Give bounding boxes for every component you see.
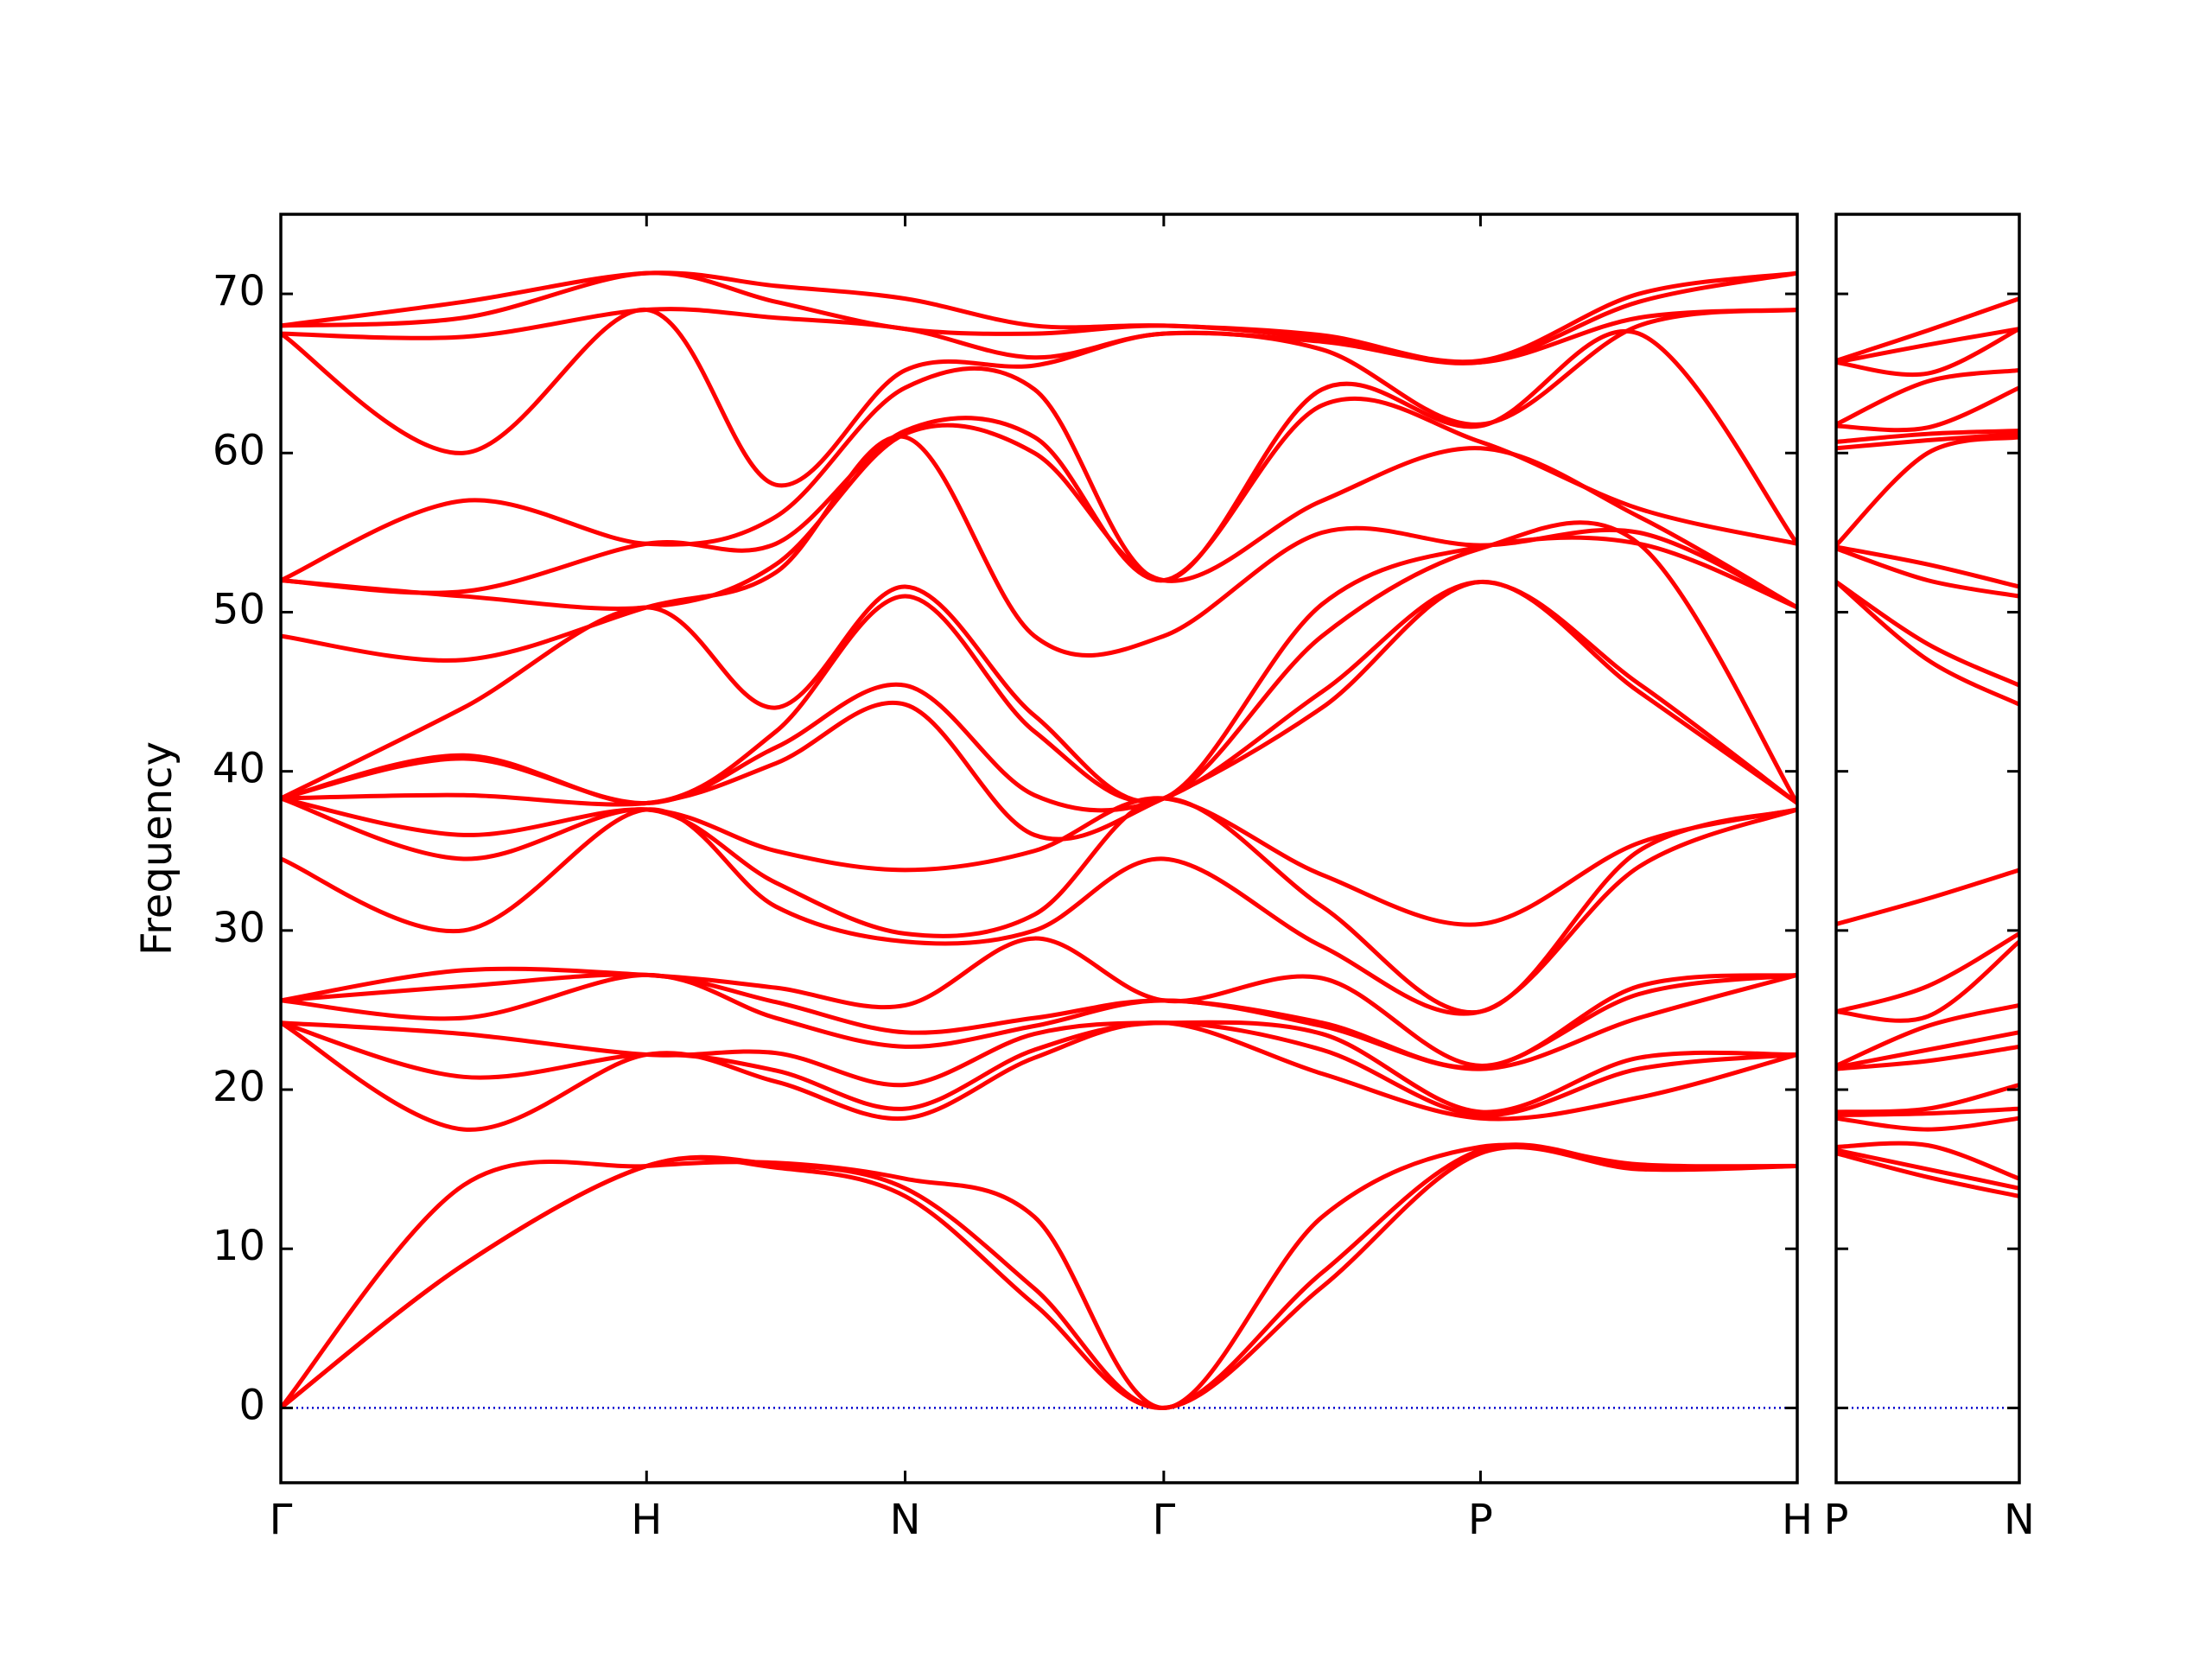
plot-area	[281, 270, 1797, 1410]
band-line	[281, 1142, 1797, 1410]
band-line	[1836, 580, 2019, 688]
band-line	[281, 520, 1797, 806]
x-tick-label: N	[2004, 1496, 2035, 1544]
band-line	[1836, 1002, 2019, 1068]
y-tick-label: 30	[213, 904, 265, 952]
band-line	[1836, 385, 2019, 433]
band-line	[1836, 868, 2019, 926]
band-line	[281, 307, 1797, 365]
x-tick-label: P	[1468, 1496, 1493, 1544]
band-line	[1836, 1030, 2019, 1070]
band-line	[1836, 327, 2019, 365]
band-line	[1836, 1151, 2019, 1198]
band-line	[281, 1142, 1797, 1410]
band-line	[281, 329, 1797, 583]
x-tick-label: Γ	[1152, 1496, 1175, 1544]
band-line	[1836, 1141, 2019, 1181]
y-tick-label: 70	[213, 267, 265, 315]
band-line	[281, 579, 1797, 842]
band-line	[281, 579, 1797, 813]
band-line	[281, 796, 1797, 927]
band-line	[281, 270, 1797, 365]
band-line	[1836, 327, 2019, 378]
axes-frame	[279, 213, 1799, 1484]
band-line	[1836, 544, 2019, 589]
band-line	[1836, 546, 2019, 599]
band-line	[1836, 1083, 2019, 1115]
band-line	[1836, 368, 2019, 427]
band-line	[281, 270, 1797, 365]
band-line	[281, 1020, 1797, 1118]
x-tick-label: N	[890, 1496, 921, 1544]
band-line	[281, 434, 1797, 663]
x-tick-label: H	[631, 1496, 662, 1544]
y-tick-label: 50	[213, 585, 265, 633]
y-axis-label: Frequency	[133, 741, 181, 956]
band-line	[1836, 429, 2019, 444]
band-line	[1836, 431, 2019, 451]
y-tick-label: 10	[213, 1222, 265, 1270]
band-line	[281, 1020, 1797, 1132]
band-line	[1836, 296, 2019, 363]
band-line	[281, 972, 1797, 1071]
axes-frame	[1834, 213, 2021, 1484]
band-line	[281, 1020, 1797, 1115]
band-line	[281, 796, 1797, 1015]
plot-area	[1836, 296, 2019, 1409]
y-tick-label: 60	[213, 426, 265, 474]
band-line	[281, 307, 1797, 488]
band-line	[1836, 1044, 2019, 1071]
band-line	[281, 807, 1797, 1016]
band-line	[1836, 1116, 2019, 1132]
band-line	[1836, 1147, 2019, 1191]
x-tick-label: H	[1782, 1496, 1813, 1544]
y-tick-label: 0	[238, 1381, 265, 1429]
band-line	[1836, 580, 2019, 707]
x-tick-label: Γ	[270, 1496, 293, 1544]
y-tick-label: 20	[213, 1063, 265, 1111]
band-line	[281, 1145, 1797, 1410]
band-line	[1836, 931, 2019, 1014]
band-line	[281, 936, 1797, 1068]
band-line	[281, 396, 1797, 595]
band-line	[1836, 435, 2019, 547]
band-line	[1836, 939, 2019, 1023]
band-line	[1836, 1106, 2019, 1118]
x-tick-label: P	[1824, 1496, 1849, 1544]
y-tick-label: 40	[213, 745, 265, 793]
